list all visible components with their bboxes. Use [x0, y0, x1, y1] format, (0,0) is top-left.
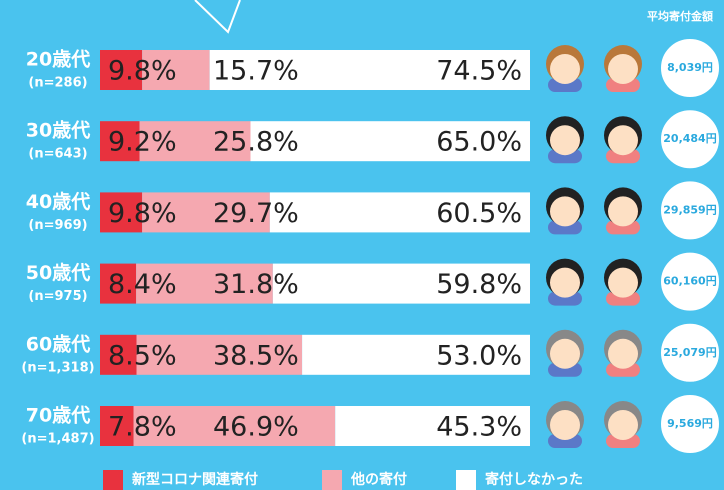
value-label: 59.8%: [436, 269, 522, 300]
header: 平均寄付金額: [647, 9, 713, 23]
category-label: 20歳代: [26, 49, 90, 71]
category-label: 50歳代: [26, 262, 90, 284]
value-label: 7.8%: [108, 412, 177, 443]
sample-size: (n=1,487): [21, 432, 94, 447]
avatar-face: [608, 54, 638, 84]
avatar-face: [608, 339, 638, 369]
avatar-face: [608, 196, 638, 226]
category-label: 40歳代: [26, 191, 90, 213]
sample-size: (n=286): [28, 76, 87, 91]
legend-label: 寄付しなかった: [485, 471, 583, 488]
callout-tail: [195, 0, 240, 32]
value-label: 74.5%: [436, 56, 522, 87]
legend-label: 新型コロナ関連寄付: [132, 471, 258, 488]
value-label: 8.4%: [108, 269, 177, 300]
value-label: 65.0%: [436, 127, 522, 158]
value-label: 25.8%: [213, 127, 299, 158]
category-label: 60歳代: [26, 333, 90, 355]
sample-size: (n=969): [28, 218, 87, 233]
value-label: 60.5%: [436, 198, 522, 229]
value-label: 8.5%: [108, 340, 177, 371]
avatar-face: [550, 410, 580, 440]
value-label: 53.0%: [436, 340, 522, 371]
avatar-face: [550, 125, 580, 155]
value-label: 15.7%: [213, 56, 299, 87]
category-label: 70歳代: [26, 405, 90, 427]
sample-size: (n=1,318): [21, 360, 94, 375]
value-label: 29.7%: [213, 198, 299, 229]
average-donation: 29,859円: [663, 203, 716, 216]
average-donation: 25,079円: [663, 346, 716, 359]
avatar-face: [550, 196, 580, 226]
value-label: 46.9%: [213, 412, 299, 443]
value-label: 38.5%: [213, 340, 299, 371]
sample-size: (n=643): [28, 147, 87, 162]
value-label: 9.8%: [108, 198, 177, 229]
legend-swatch: [322, 470, 342, 490]
avatar-face: [550, 339, 580, 369]
value-label: 45.3%: [436, 412, 522, 443]
average-donation: 20,484円: [663, 132, 716, 145]
category-label: 30歳代: [26, 120, 90, 142]
avatar-face: [550, 268, 580, 298]
chart: 平均寄付金額 20歳代 (n=286) 9.8% 15.7% 74.5% 8,039円 30…: [0, 0, 724, 490]
average-donation: 60,160円: [663, 275, 716, 288]
value-label: 9.8%: [108, 56, 177, 87]
avatar-face: [608, 410, 638, 440]
average-donation: 8,039円: [667, 61, 713, 74]
legend-swatch: [103, 470, 123, 490]
avatar-face: [608, 125, 638, 155]
legend-label: 他の寄付: [350, 471, 407, 488]
avatar-face: [608, 268, 638, 298]
value-label: 9.2%: [108, 127, 177, 158]
sample-size: (n=975): [28, 289, 87, 304]
avatar-face: [550, 54, 580, 84]
average-donation: 9,569円: [667, 417, 713, 430]
value-label: 31.8%: [213, 269, 299, 300]
legend-swatch: [456, 470, 476, 490]
